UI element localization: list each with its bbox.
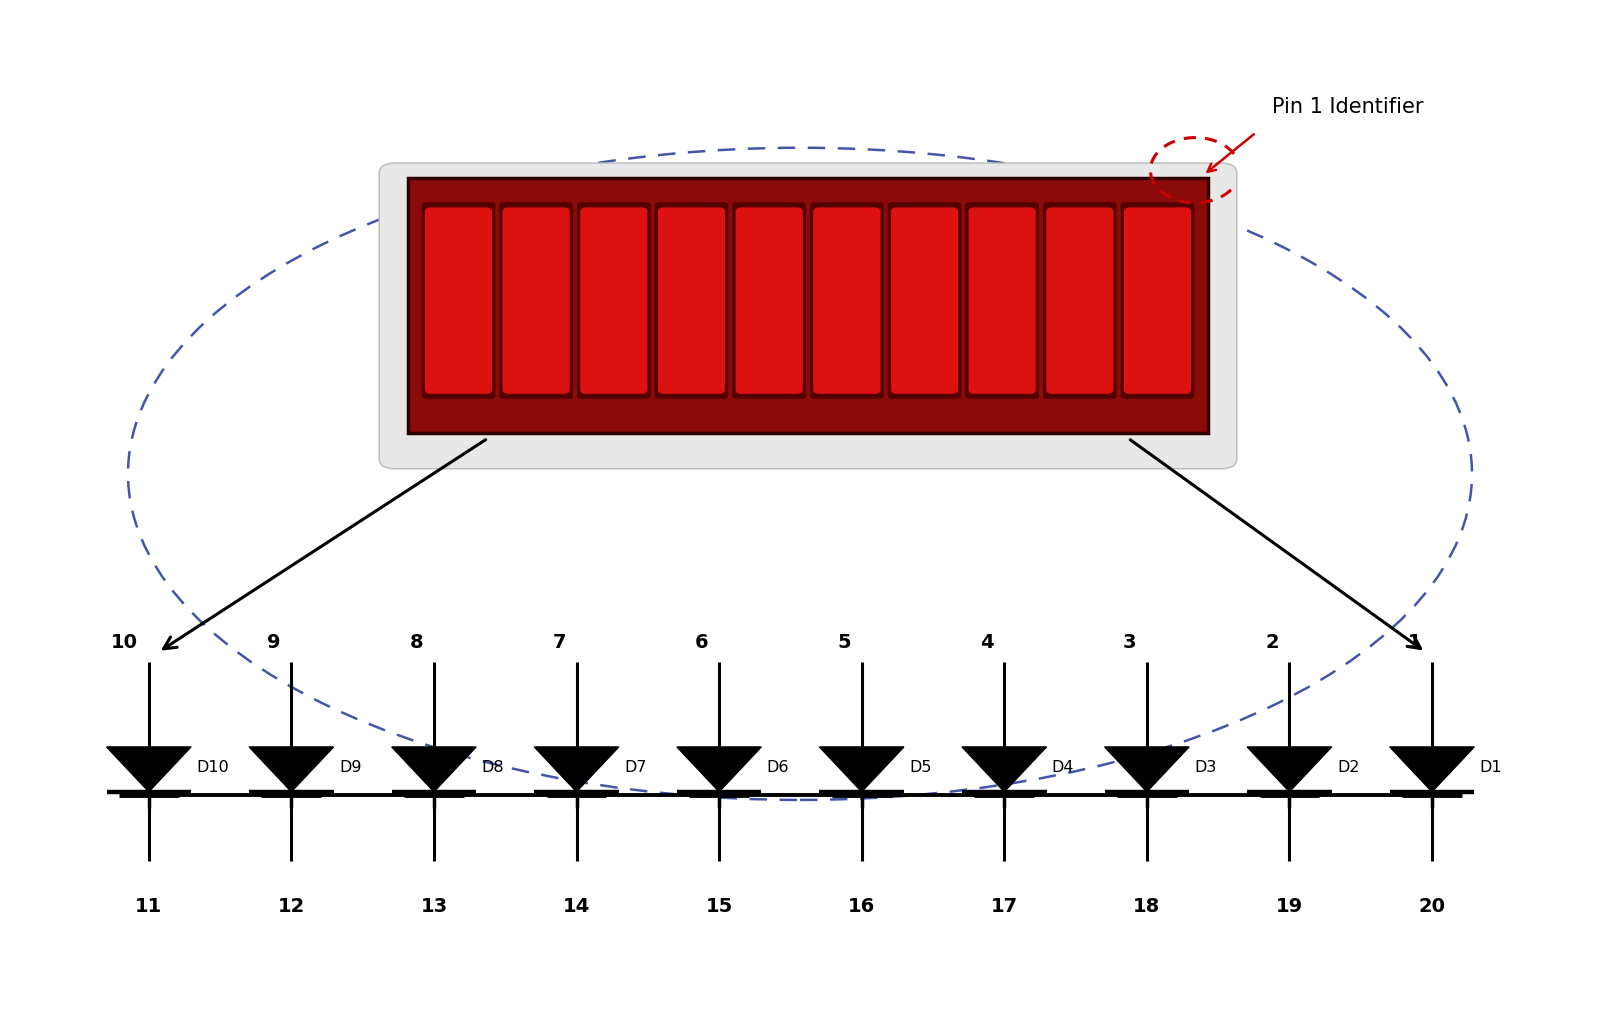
FancyBboxPatch shape bbox=[810, 203, 883, 399]
FancyBboxPatch shape bbox=[581, 208, 648, 394]
Polygon shape bbox=[962, 747, 1046, 792]
Text: 8: 8 bbox=[410, 633, 424, 652]
Polygon shape bbox=[1246, 747, 1331, 792]
Text: D10: D10 bbox=[197, 759, 229, 774]
Text: 18: 18 bbox=[1133, 897, 1160, 916]
FancyBboxPatch shape bbox=[408, 178, 1208, 433]
Text: 15: 15 bbox=[706, 897, 733, 916]
FancyBboxPatch shape bbox=[1046, 208, 1114, 394]
Polygon shape bbox=[1104, 747, 1189, 792]
FancyBboxPatch shape bbox=[968, 208, 1035, 394]
FancyBboxPatch shape bbox=[658, 208, 725, 394]
FancyBboxPatch shape bbox=[891, 208, 958, 394]
Text: 3: 3 bbox=[1123, 633, 1136, 652]
Text: 5: 5 bbox=[837, 633, 851, 652]
Text: 6: 6 bbox=[694, 633, 709, 652]
Polygon shape bbox=[1390, 747, 1474, 792]
FancyBboxPatch shape bbox=[499, 203, 573, 399]
FancyBboxPatch shape bbox=[965, 203, 1038, 399]
Polygon shape bbox=[392, 747, 477, 792]
Polygon shape bbox=[107, 747, 190, 792]
Polygon shape bbox=[250, 747, 334, 792]
Text: 1: 1 bbox=[1408, 633, 1421, 652]
FancyBboxPatch shape bbox=[1043, 203, 1117, 399]
Text: D2: D2 bbox=[1338, 759, 1360, 774]
Text: D4: D4 bbox=[1051, 759, 1074, 774]
Text: 13: 13 bbox=[421, 897, 448, 916]
FancyBboxPatch shape bbox=[502, 208, 570, 394]
Text: D3: D3 bbox=[1194, 759, 1216, 774]
Text: D8: D8 bbox=[482, 759, 504, 774]
Text: 10: 10 bbox=[112, 633, 138, 652]
Text: 9: 9 bbox=[267, 633, 282, 652]
Text: 20: 20 bbox=[1419, 897, 1445, 916]
FancyBboxPatch shape bbox=[426, 208, 493, 394]
Text: D1: D1 bbox=[1480, 759, 1502, 774]
FancyBboxPatch shape bbox=[1120, 203, 1194, 399]
Text: 19: 19 bbox=[1275, 897, 1302, 916]
Polygon shape bbox=[677, 747, 762, 792]
FancyBboxPatch shape bbox=[733, 203, 806, 399]
Polygon shape bbox=[819, 747, 904, 792]
FancyBboxPatch shape bbox=[813, 208, 880, 394]
Text: Pin 1 Identifier: Pin 1 Identifier bbox=[1272, 97, 1424, 117]
Text: D5: D5 bbox=[909, 759, 931, 774]
FancyBboxPatch shape bbox=[422, 203, 496, 399]
FancyBboxPatch shape bbox=[578, 203, 651, 399]
Text: 11: 11 bbox=[134, 897, 163, 916]
FancyBboxPatch shape bbox=[736, 208, 803, 394]
Text: 17: 17 bbox=[990, 897, 1018, 916]
Text: D7: D7 bbox=[624, 759, 646, 774]
Text: D9: D9 bbox=[339, 759, 362, 774]
FancyBboxPatch shape bbox=[379, 163, 1237, 469]
FancyBboxPatch shape bbox=[654, 203, 728, 399]
Text: D6: D6 bbox=[766, 759, 789, 774]
FancyBboxPatch shape bbox=[888, 203, 962, 399]
FancyBboxPatch shape bbox=[1123, 208, 1190, 394]
Text: 12: 12 bbox=[278, 897, 306, 916]
Text: 16: 16 bbox=[848, 897, 875, 916]
Text: 4: 4 bbox=[981, 633, 994, 652]
Text: 14: 14 bbox=[563, 897, 590, 916]
Text: 7: 7 bbox=[552, 633, 566, 652]
Polygon shape bbox=[534, 747, 619, 792]
Text: 2: 2 bbox=[1266, 633, 1278, 652]
